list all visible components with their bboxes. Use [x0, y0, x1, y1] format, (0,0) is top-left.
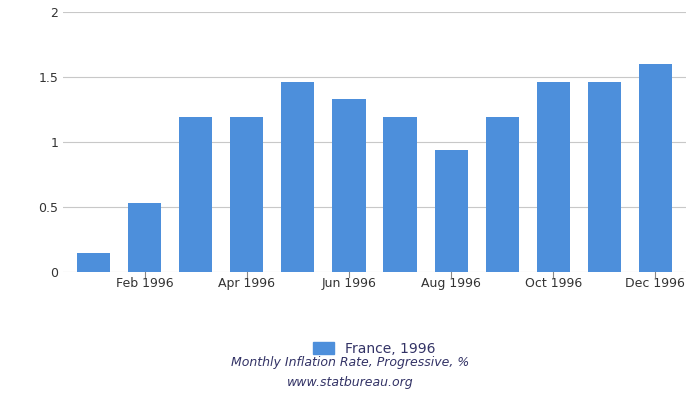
Bar	[332, 99, 365, 272]
Text: Monthly Inflation Rate, Progressive, %: Monthly Inflation Rate, Progressive, %	[231, 356, 469, 369]
Legend: France, 1996: France, 1996	[308, 336, 441, 361]
Bar	[384, 117, 416, 272]
Bar	[435, 150, 468, 272]
Bar	[537, 82, 570, 272]
Bar	[486, 117, 519, 272]
Bar	[588, 82, 621, 272]
Text: www.statbureau.org: www.statbureau.org	[287, 376, 413, 389]
Bar	[230, 117, 263, 272]
Bar	[639, 64, 672, 272]
Bar	[77, 252, 110, 272]
Bar	[128, 203, 161, 272]
Bar	[179, 117, 212, 272]
Bar	[281, 82, 314, 272]
